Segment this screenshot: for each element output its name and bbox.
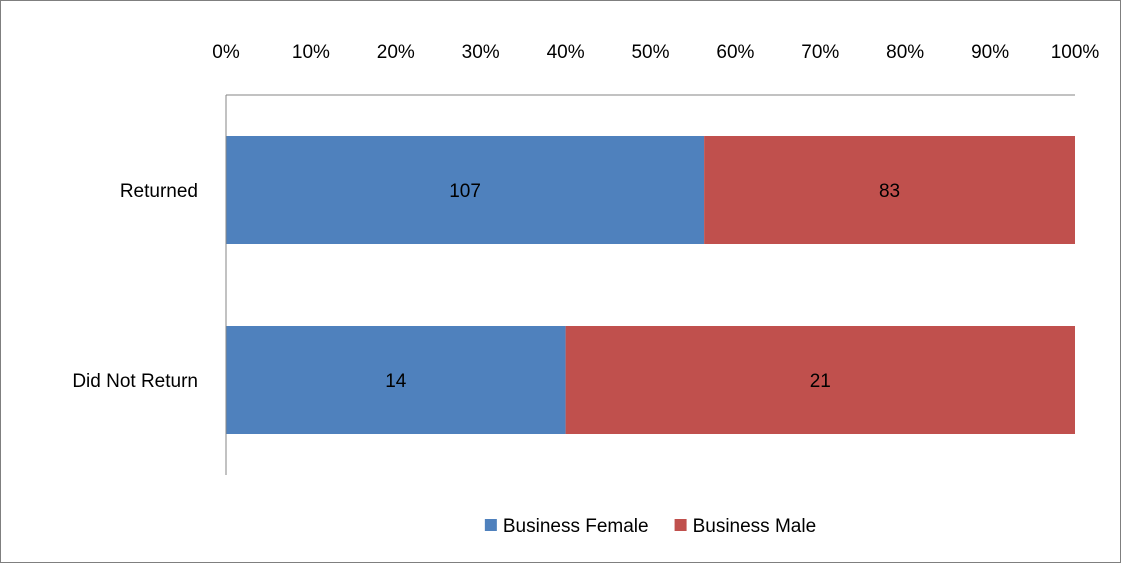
x-tick-label: 10% <box>292 42 330 63</box>
bars: 107 83 14 21 <box>226 136 1075 434</box>
category-label: Returned <box>120 181 198 202</box>
legend-label: Business Female <box>503 516 649 537</box>
legend-label: Business Male <box>693 516 817 537</box>
bar-segment <box>565 326 1075 434</box>
legend-swatch <box>674 519 687 531</box>
x-tick-label: 0% <box>212 42 240 63</box>
x-tick-label: 70% <box>801 42 839 63</box>
x-tick-label: 20% <box>377 42 415 63</box>
legend-item: Business Female <box>484 516 649 537</box>
bar-data-label: 21 <box>810 371 831 392</box>
legend: Business Female Business Male <box>484 516 817 537</box>
x-tick-label: 50% <box>631 42 669 63</box>
x-tick-label: 30% <box>462 42 500 63</box>
x-tick-label: 40% <box>547 42 585 63</box>
x-tick-label: 80% <box>886 42 924 63</box>
category-label: Did Not Return <box>72 371 198 392</box>
bar-segment <box>704 136 1075 244</box>
category-labels: Returned Did Not Return <box>72 181 198 392</box>
bar-data-label: 83 <box>879 181 900 202</box>
x-axis-ticks: 0% 10% 20% 30% 40% 50% 60% 70% 80% 90% 100% <box>212 42 1099 63</box>
x-tick-label: 90% <box>971 42 1009 63</box>
legend-swatch <box>484 519 497 531</box>
bar-segment <box>226 136 705 244</box>
bar-data-label: 107 <box>449 181 481 202</box>
bar-data-label: 14 <box>385 371 407 392</box>
bar-segment <box>226 326 566 434</box>
x-tick-label: 60% <box>716 42 754 63</box>
legend-item: Business Male <box>674 516 817 537</box>
x-tick-label: 100% <box>1051 42 1100 63</box>
